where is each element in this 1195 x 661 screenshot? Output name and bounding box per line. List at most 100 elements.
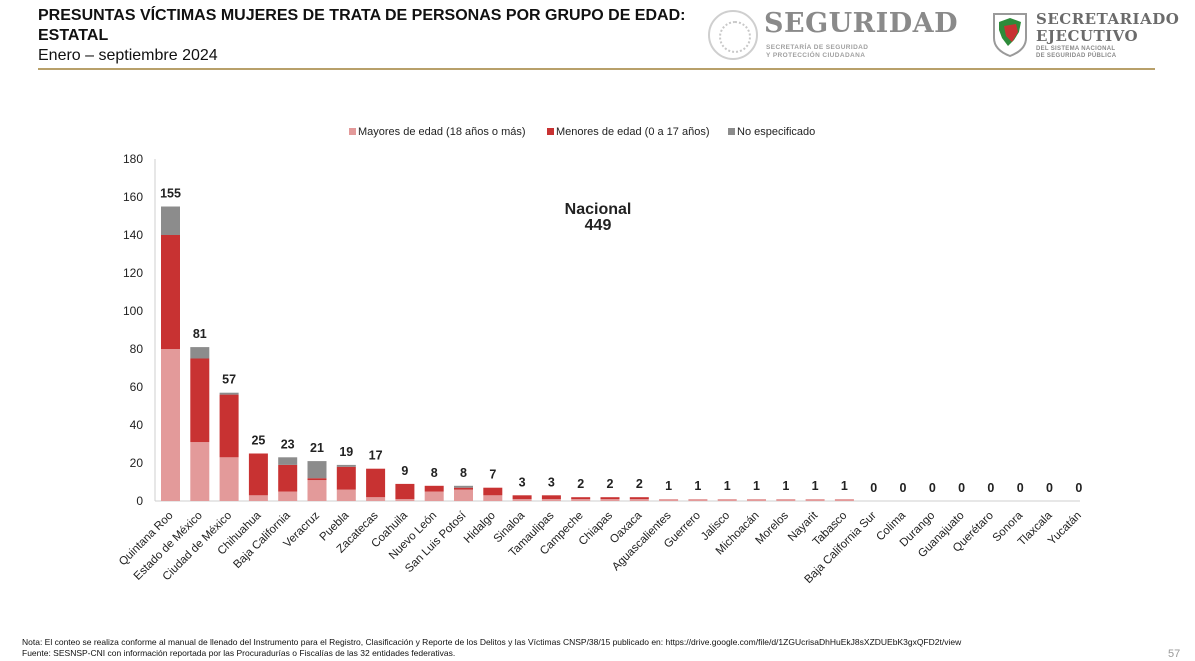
bar-segment: [659, 499, 679, 501]
data-label: 1: [841, 479, 848, 493]
secretariado-logo-sub-2: DE SEGURIDAD PÚBLICA: [1036, 53, 1117, 59]
bar-segment: [776, 499, 796, 501]
y-tick-label: 160: [123, 190, 143, 204]
data-label: 9: [401, 464, 408, 478]
bar-segment: [747, 499, 766, 501]
legend-swatch: [728, 128, 735, 135]
seguridad-logo-name: SEGURIDAD: [764, 8, 959, 39]
secretariado-logo-name-1: SECRETARIADO: [1036, 10, 1180, 28]
data-label: 1: [782, 479, 789, 493]
data-label: 0: [1017, 481, 1024, 495]
data-label: 1: [812, 479, 819, 493]
data-label: 1: [724, 479, 731, 493]
bar-segment: [395, 499, 415, 501]
y-tick-label: 60: [130, 380, 144, 394]
data-label: 0: [870, 481, 877, 495]
national-total-value: 449: [585, 217, 612, 234]
bar-segment: [454, 487, 473, 490]
data-label: 8: [460, 466, 467, 480]
national-total-label: Nacional: [565, 201, 632, 218]
bar-segment: [190, 442, 210, 501]
data-label: 3: [548, 475, 555, 489]
bar-segment: [366, 468, 386, 498]
footer-source: Fuente: SESNSP-CNI con información repor…: [22, 648, 456, 658]
data-label: 2: [577, 477, 584, 491]
bar-segment: [395, 483, 415, 500]
secretariado-logo-name-2: EJECUTIVO: [1036, 27, 1139, 45]
secretariado-logo: SECRETARIADO EJECUTIVO DEL SISTEMA NACIO…: [990, 10, 1180, 62]
bar-segment: [424, 491, 444, 501]
bar-segment: [219, 392, 239, 395]
footer-note: Nota: El conteo se realiza conforme al m…: [22, 637, 962, 647]
bar-segment: [248, 453, 268, 496]
bar-segment: [336, 464, 356, 467]
shield-icon: [993, 13, 1027, 58]
bar-segment: [805, 499, 825, 501]
bar-segment: [541, 495, 561, 500]
bar-segment: [688, 499, 708, 501]
bar-segment: [483, 487, 503, 496]
legend-swatch: [349, 128, 356, 135]
legend-label: Menores de edad (0 a 17 años): [556, 126, 710, 138]
data-label: 1: [694, 479, 701, 493]
legend-swatch: [547, 128, 554, 135]
data-label: 155: [160, 187, 181, 201]
data-label: 81: [193, 327, 207, 341]
bar-segment: [629, 497, 649, 500]
bar-segment: [161, 206, 180, 235]
bar-segment: [161, 235, 180, 349]
bar-segment: [424, 485, 444, 492]
data-label: 0: [958, 481, 965, 495]
bar-segment: [454, 485, 473, 488]
bar-segment: [629, 499, 649, 501]
y-tick-label: 120: [123, 266, 143, 280]
header-divider: [38, 68, 1155, 70]
bar-segment: [190, 358, 210, 443]
data-label: 2: [607, 477, 614, 491]
data-label: 3: [519, 475, 526, 489]
data-label: 21: [310, 441, 324, 455]
bar-segment: [219, 457, 239, 501]
y-tick-label: 40: [130, 418, 144, 432]
bar-segment: [336, 466, 356, 490]
bar-segment: [717, 499, 737, 501]
legend-label: Mayores de edad (18 años o más): [358, 126, 526, 138]
y-tick-label: 0: [136, 494, 143, 508]
bar-segment: [512, 499, 532, 501]
mexico-seal-icon: [708, 10, 758, 60]
bar-segment: [483, 495, 503, 501]
data-label: 23: [281, 437, 295, 451]
y-tick-label: 100: [123, 304, 143, 318]
bar-segment: [161, 349, 180, 501]
bar-segment: [219, 394, 239, 458]
bar-segment: [571, 499, 591, 501]
seguridad-logo-sub-1: SECRETARÍA DE SEGURIDAD: [766, 44, 869, 51]
y-tick-label: 140: [123, 228, 143, 242]
data-label: 57: [222, 373, 236, 387]
y-tick-label: 180: [123, 152, 143, 166]
bar-segment: [278, 457, 298, 465]
page-subtitle: Enero – septiembre 2024: [38, 47, 218, 64]
seguridad-logo-sub-2: Y PROTECCIÓN CIUDADANA: [766, 52, 866, 59]
data-label: 8: [431, 466, 438, 480]
data-label: 25: [251, 434, 265, 448]
y-tick-label: 80: [130, 342, 144, 356]
bar-segment: [307, 478, 327, 481]
secretariado-logo-sub-1: DEL SISTEMA NACIONAL: [1036, 46, 1116, 52]
bar-segment: [541, 499, 561, 501]
bar-segment: [190, 347, 210, 359]
data-label: 1: [665, 479, 672, 493]
bar-segment: [600, 499, 620, 501]
bar-segment: [278, 464, 298, 492]
page-title: PRESUNTAS VÍCTIMAS MUJERES DE TRATA DE P…: [38, 7, 686, 44]
data-label: 17: [369, 449, 383, 463]
x-tick-label: Hidalgo: [462, 510, 498, 546]
data-label: 1: [753, 479, 760, 493]
bar-segment: [454, 489, 473, 501]
bar-segment: [278, 491, 298, 501]
bar-segment: [307, 480, 327, 501]
bar-segment: [248, 495, 268, 501]
data-label: 0: [900, 481, 907, 495]
bar-segment: [834, 499, 854, 501]
